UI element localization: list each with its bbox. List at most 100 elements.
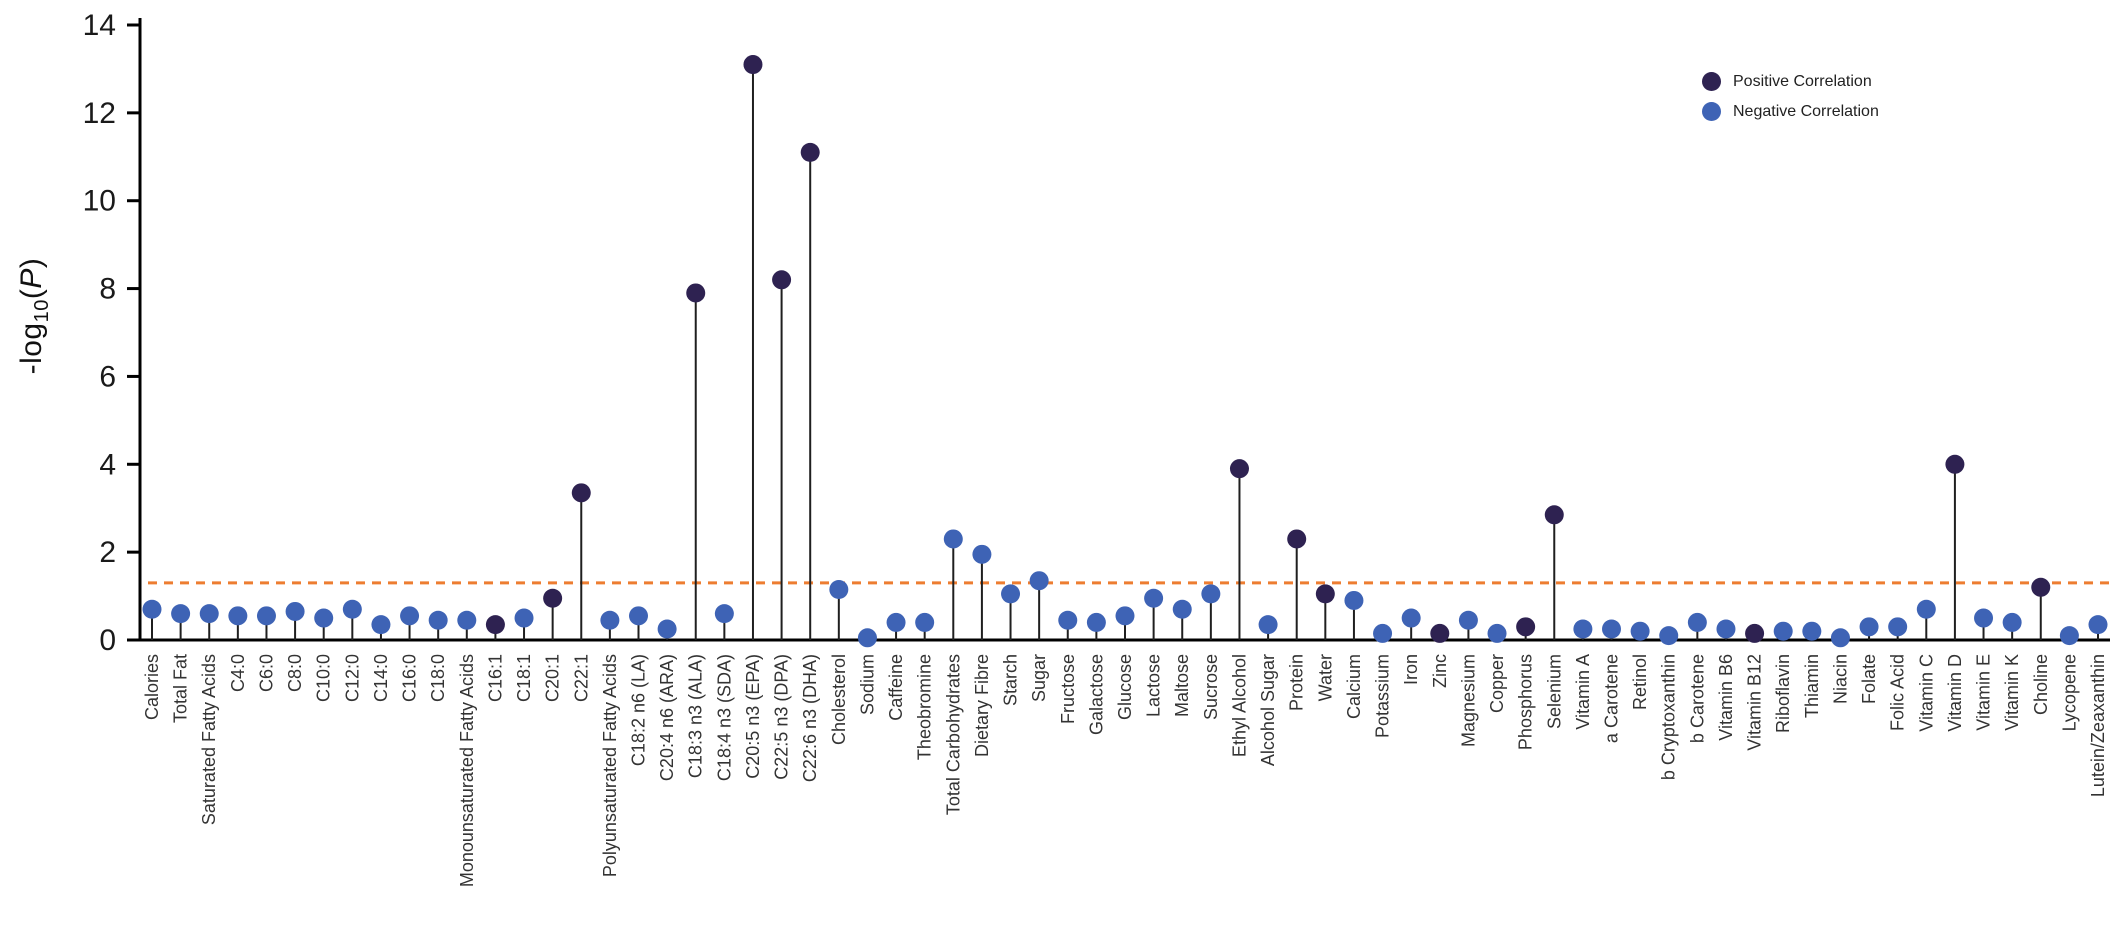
negative-correlation-dot-icon: [1702, 102, 1721, 121]
category-label: C10:0: [314, 654, 334, 702]
data-point-dot-negative: [371, 615, 391, 635]
category-label: a Carotene: [1602, 654, 1622, 743]
category-label: Lutein/Zeaxanthin: [2088, 654, 2108, 797]
category-label: Alcohol Sugar: [1258, 654, 1278, 766]
category-label: C6:0: [256, 654, 276, 692]
category-label: C14:0: [371, 654, 391, 702]
y-tick-label: 14: [83, 9, 116, 42]
data-point-dot-negative: [2002, 612, 2022, 632]
data-point-dot-negative: [142, 599, 162, 619]
data-point-dot-positive: [543, 588, 563, 608]
category-label: Retinol: [1630, 654, 1650, 710]
data-point-dot-negative: [886, 612, 906, 632]
category-label: Lactose: [1144, 654, 1164, 717]
legend-label-negative: Negative Correlation: [1733, 102, 1879, 120]
category-label: Choline: [2031, 654, 2051, 715]
y-tick-label: 10: [83, 185, 116, 218]
y-tick-label: 8: [99, 273, 116, 306]
data-point-dot-positive: [2031, 577, 2051, 597]
y-tick-label: 6: [99, 360, 116, 393]
data-point-dot-negative: [1487, 623, 1507, 643]
data-point-dot-negative: [857, 628, 877, 648]
category-label: Copper: [1487, 654, 1507, 713]
data-point-dot-negative: [1602, 619, 1621, 639]
category-label: C22:5 n3 (DPA): [772, 654, 792, 780]
category-label: Magnesium: [1458, 654, 1478, 747]
data-point-dot-positive: [571, 483, 591, 503]
category-label: Total Fat: [171, 654, 191, 723]
category-label: Vitamin B12: [1745, 654, 1765, 751]
y-axis-ticks: 0 2 4 6 8 10 12 14: [83, 9, 140, 657]
category-label: C12:0: [342, 654, 362, 702]
data-point-dot-negative: [943, 529, 963, 549]
data-point-dot-negative: [1029, 571, 1049, 591]
y-tick-label: 12: [83, 97, 116, 130]
category-label: Calcium: [1344, 654, 1364, 719]
data-point-dot-negative: [1344, 590, 1364, 610]
data-point-dot-negative: [342, 599, 362, 619]
category-label: Niacin: [1830, 654, 1850, 704]
stems: [151, 64, 2099, 640]
category-label: Folate: [1859, 654, 1879, 704]
data-point-dot-negative: [285, 601, 305, 621]
category-label: Riboflavin: [1773, 654, 1793, 733]
category-label: Vitamin C: [1916, 654, 1936, 732]
category-label: Folic Acid: [1888, 654, 1908, 731]
y-tick-label: 2: [99, 536, 116, 569]
category-label: C4:0: [228, 654, 248, 692]
category-label: Water: [1315, 654, 1335, 701]
data-point-dot-positive: [772, 270, 792, 290]
category-label: Sucrose: [1201, 654, 1221, 720]
category-label: b Cryptoxanthin: [1659, 654, 1679, 780]
category-label: C20:1: [543, 654, 563, 702]
data-point-dot-negative: [171, 604, 191, 624]
data-point-dot-negative: [1201, 584, 1221, 604]
category-label: Thiamin: [1802, 654, 1822, 718]
category-label: Vitamin D: [1945, 654, 1965, 732]
data-point-dot-negative: [1830, 628, 1850, 648]
data-point-dot-positive: [485, 615, 505, 635]
data-point-dot-positive: [686, 283, 706, 303]
data-point-dot-positive: [1287, 529, 1307, 549]
category-label: C8:0: [285, 654, 305, 692]
data-point-dot-negative: [1659, 626, 1679, 646]
y-tick-label: 0: [99, 624, 116, 657]
data-point-dot-positive: [1745, 623, 1765, 643]
category-label: C22:6 n3 (DHA): [800, 654, 820, 782]
data-point-dot-negative: [428, 610, 448, 630]
data-point-dot-negative: [1458, 610, 1478, 630]
category-label: Vitamin B6: [1716, 654, 1736, 741]
category-label: C18:3 n3 (ALA): [686, 654, 706, 778]
data-point-dot-negative: [400, 606, 420, 626]
data-point-dot-negative: [1573, 619, 1593, 639]
category-label: C20:4 n6 (ARA): [657, 654, 677, 781]
data-point-dot-negative: [972, 544, 992, 564]
category-label: C22:1: [571, 654, 591, 702]
category-label: C18:2 n6 (LA): [629, 654, 649, 766]
data-point-dot-negative: [314, 608, 334, 628]
data-point-dot-negative: [1630, 621, 1650, 641]
legend-label-positive: Positive Correlation: [1733, 72, 1872, 90]
data-point-dot-negative: [714, 604, 734, 624]
category-label: Fructose: [1058, 654, 1078, 724]
data-point-dot-negative: [228, 606, 248, 626]
category-label: Phosphorus: [1516, 654, 1536, 750]
category-label: Vitamin E: [1974, 654, 1994, 731]
data-point-dot-negative: [829, 579, 849, 599]
data-point-dot-negative: [1859, 617, 1879, 637]
data-point-dot-positive: [1430, 623, 1450, 643]
data-point-dot-negative: [915, 612, 935, 632]
category-label: Caffeine: [886, 654, 906, 721]
category-labels: Calories Total Fat Saturated Fatty Acids C4…: [142, 654, 2108, 887]
data-point-dot-negative: [1802, 621, 1822, 641]
category-label: Starch: [1001, 654, 1021, 706]
dots: [142, 55, 2108, 648]
category-label: Lycopene: [2059, 654, 2079, 731]
category-label: Polyunsaturated Fatty Acids: [600, 654, 620, 877]
data-point-dot-negative: [1258, 615, 1278, 635]
data-point-dot-negative: [1687, 612, 1707, 632]
data-point-dot-negative: [629, 606, 648, 626]
data-point-dot-negative: [1058, 610, 1078, 630]
data-point-dot-negative: [1001, 584, 1021, 604]
